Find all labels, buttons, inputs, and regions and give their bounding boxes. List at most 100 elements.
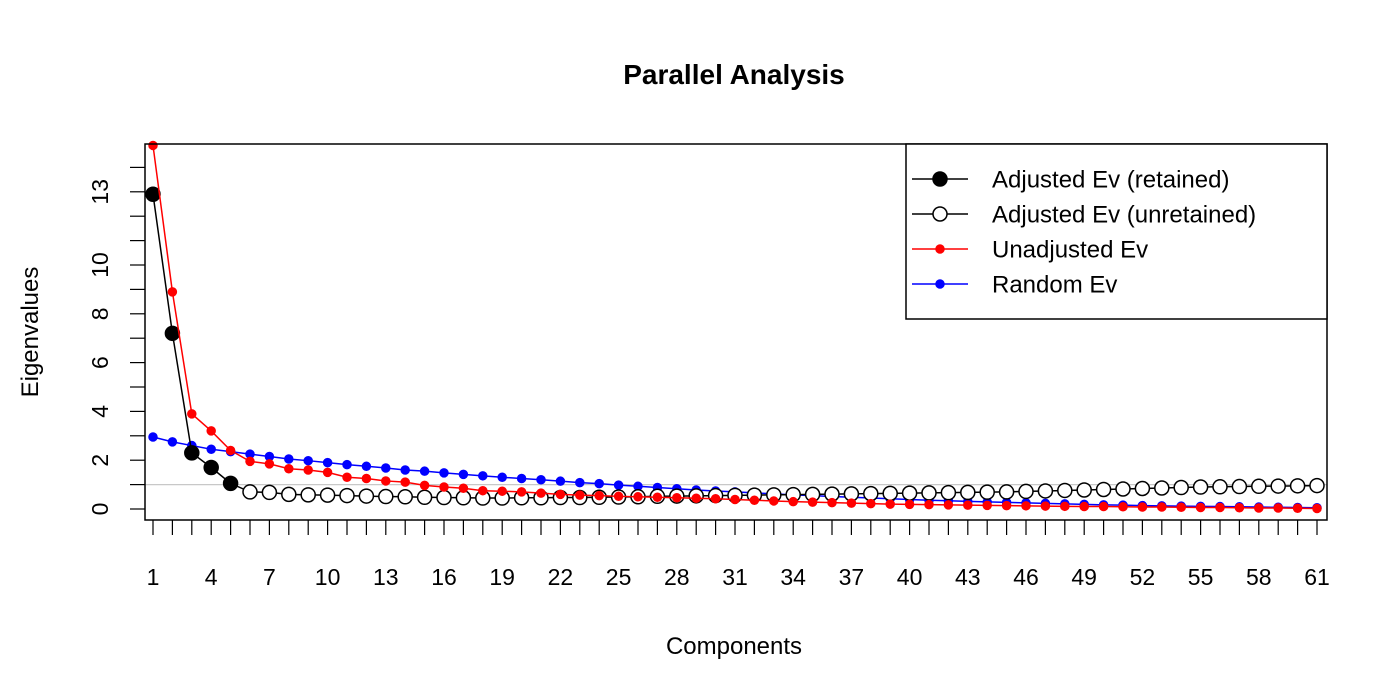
- unadjusted-ev-point: [303, 465, 313, 475]
- x-tick-label: 4: [205, 564, 218, 590]
- unadjusted-ev-point: [361, 473, 372, 484]
- unadjusted-ev-point: [497, 486, 507, 496]
- unadjusted-ev-point: [672, 493, 682, 503]
- unadjusted-ev-point: [516, 487, 527, 497]
- x-tick-label: 28: [664, 564, 690, 590]
- random-ev-point: [575, 477, 585, 488]
- y-tick-label: 13: [87, 179, 113, 205]
- adjusted-ev-unretained-point: [1037, 483, 1054, 499]
- legend-label: Unadjusted Ev: [992, 236, 1148, 263]
- x-tick-label: 46: [1013, 564, 1039, 590]
- legend-marker: [935, 279, 945, 289]
- unadjusted-ev-point: [419, 480, 430, 491]
- unadjusted-ev-point: [575, 490, 585, 500]
- random-ev-point: [536, 474, 546, 485]
- x-tick-label: 55: [1188, 564, 1214, 590]
- unadjusted-ev-point: [264, 459, 275, 469]
- unadjusted-ev-point: [846, 498, 857, 508]
- x-tick-label: 16: [431, 564, 457, 590]
- adjusted-ev-unretained-point: [1270, 478, 1286, 494]
- unadjusted-ev-point: [187, 409, 197, 419]
- unadjusted-ev-point: [710, 494, 721, 504]
- random-ev-point: [322, 457, 333, 468]
- chart-title: Parallel Analysis: [623, 59, 845, 90]
- unadjusted-ev-point: [613, 491, 624, 502]
- legend-marker: [932, 206, 948, 222]
- unadjusted-ev-point: [536, 488, 546, 498]
- unadjusted-ev-point: [206, 426, 216, 436]
- adjusted-ev-unretained-point: [1192, 479, 1209, 495]
- y-tick-label: 4: [87, 405, 113, 418]
- adjusted-ev-unretained-point: [1057, 482, 1073, 499]
- legend-marker: [935, 244, 945, 254]
- x-tick-label: 52: [1130, 564, 1156, 590]
- random-ev-point: [478, 471, 488, 481]
- unadjusted-ev-point: [827, 497, 837, 508]
- random-ev-point: [400, 465, 410, 475]
- random-ev-point: [439, 468, 449, 478]
- adjusted-ev-unretained-point: [261, 484, 278, 501]
- adjusted-ev-unretained-point: [1289, 478, 1306, 494]
- unadjusted-ev-point: [652, 492, 663, 503]
- unadjusted-ev-point: [439, 482, 449, 492]
- adjusted-ev-unretained-point: [339, 487, 355, 504]
- adjusted-ev-unretained-point: [921, 485, 937, 501]
- y-tick-label: 8: [87, 307, 113, 320]
- adjusted-ev-unretained-point: [1154, 480, 1170, 496]
- unadjusted-ev-point: [458, 483, 469, 494]
- x-tick-label: 19: [489, 564, 515, 590]
- random-ev-point: [303, 455, 313, 466]
- unadjusted-ev-point: [982, 500, 992, 511]
- unadjusted-ev-point: [478, 485, 488, 496]
- y-tick-label: 6: [87, 356, 113, 369]
- random-ev-point: [381, 463, 391, 473]
- random-ev-point: [206, 444, 216, 454]
- adjusted-ev-unretained-point: [1134, 480, 1151, 497]
- adjusted-ev-retained-point: [222, 475, 239, 492]
- unadjusted-ev-point: [400, 477, 410, 487]
- unadjusted-ev-point: [1195, 502, 1206, 513]
- unadjusted-ev-point: [1098, 501, 1109, 512]
- legend: Adjusted Ev (retained) Adjusted Ev (unret…: [905, 143, 1328, 320]
- unadjusted-ev-point: [1176, 502, 1186, 513]
- x-tick-label: 31: [722, 564, 748, 590]
- unadjusted-ev-point: [943, 500, 954, 510]
- adjusted-ev-unretained-point: [1095, 481, 1112, 498]
- unadjusted-ev-point: [691, 493, 701, 504]
- adjusted-ev-unretained-point: [242, 484, 258, 500]
- x-tick-label: 37: [839, 564, 865, 590]
- unadjusted-ev-point: [866, 498, 876, 509]
- unadjusted-ev-point: [1312, 503, 1322, 514]
- adjusted-ev-unretained-point: [960, 484, 976, 501]
- unadjusted-ev-point: [148, 140, 158, 151]
- adjusted-ev-unretained-point: [1173, 479, 1189, 496]
- random-ev-point: [516, 473, 527, 484]
- adjusted-ev-retained-point: [184, 445, 200, 461]
- adjusted-ev-unretained-point: [358, 488, 375, 504]
- unadjusted-ev-point: [769, 496, 779, 506]
- x-tick-label: 34: [780, 564, 806, 590]
- adjusted-ev-unretained-point: [882, 485, 898, 502]
- unadjusted-ev-point: [788, 496, 798, 507]
- unadjusted-ev-point: [1079, 501, 1089, 512]
- random-ev-point: [594, 478, 604, 489]
- random-ev-point: [342, 459, 352, 470]
- adjusted-ev-unretained-point: [397, 489, 413, 505]
- unadjusted-ev-point: [1215, 502, 1225, 513]
- x-tick-label: 10: [315, 564, 341, 590]
- adjusted-ev-unretained-point: [998, 484, 1015, 500]
- unadjusted-ev-point: [1001, 500, 1012, 511]
- random-ev-point: [361, 461, 372, 472]
- adjusted-ev-unretained-point: [436, 489, 452, 506]
- x-tick-label: 61: [1304, 564, 1330, 590]
- x-tick-label: 1: [147, 564, 160, 590]
- unadjusted-ev-point: [1137, 502, 1148, 512]
- adjusted-ev-unretained-point: [901, 485, 918, 501]
- unadjusted-ev-point: [1273, 503, 1283, 513]
- unadjusted-ev-point: [885, 499, 895, 509]
- y-tick-label: 0: [87, 503, 113, 516]
- legend-label: Random Ev: [992, 271, 1117, 298]
- legend-label: Adjusted Ev (unretained): [992, 201, 1256, 228]
- random-ev-point: [458, 469, 469, 480]
- random-ev-point: [497, 472, 507, 483]
